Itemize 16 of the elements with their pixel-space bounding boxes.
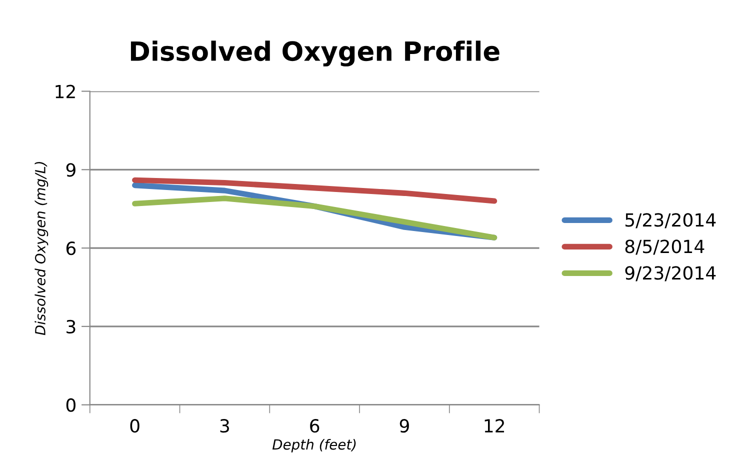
x-tick-label: 0 (130, 419, 140, 433)
legend-label: 9/23/2014 (625, 266, 716, 282)
chart-title: Dissolved Oxygen Profile (130, 40, 500, 66)
legend-label: 5/23/2014 (625, 213, 716, 228)
x-tick-label: 12 (484, 419, 504, 432)
x-tick-label: 3 (220, 419, 229, 433)
x-tick-label: 6 (310, 419, 320, 433)
y-tick-label: 6 (66, 242, 76, 256)
y-axis-title: Dissolved Oxygen (mg/L) (34, 162, 48, 336)
x-axis-title: Depth (feet) (272, 438, 356, 452)
y-tick-label: 0 (66, 398, 76, 412)
x-tick-label: 9 (400, 419, 409, 433)
y-tick-label: 3 (66, 320, 76, 334)
legend-label: 8/5/2014 (625, 240, 704, 255)
y-tick-label: 12 (56, 84, 75, 98)
y-tick-label: 9 (66, 163, 76, 177)
